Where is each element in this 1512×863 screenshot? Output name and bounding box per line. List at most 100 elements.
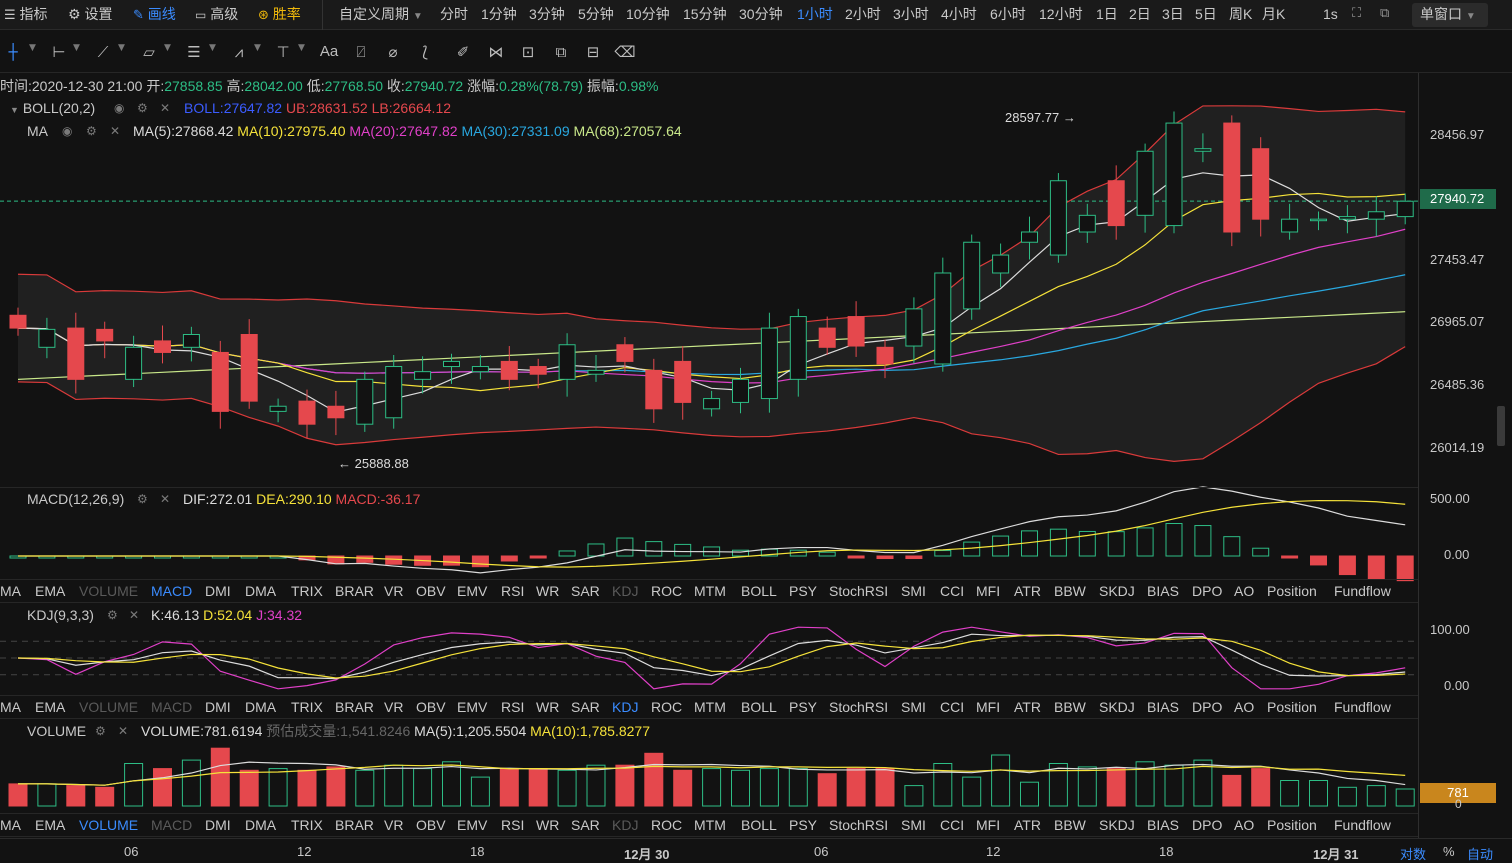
close-icon[interactable]: ✕	[118, 724, 129, 738]
indicator-tab-macd[interactable]: MACD	[151, 583, 193, 599]
panel-resize-handle[interactable]	[1497, 406, 1505, 446]
indicator-tab-dmi[interactable]: DMI	[205, 583, 231, 599]
indicator-tab-dpo[interactable]: DPO	[1192, 817, 1223, 833]
indicator-tab-trix[interactable]: TRIX	[291, 699, 323, 715]
eye-icon[interactable]: ◉	[62, 124, 73, 138]
settings-button[interactable]: ⚙ 设置	[68, 0, 122, 30]
period-15[interactable]: 2日	[1129, 6, 1151, 22]
indicator-tab-wr[interactable]: WR	[536, 817, 560, 833]
indicator-tab-ao[interactable]: AO	[1234, 817, 1255, 833]
window-mode-dropdown[interactable]: 单窗口 ▼	[1412, 3, 1488, 27]
indicator-tab-sar[interactable]: SAR	[571, 699, 600, 715]
indicator-tab-macd[interactable]: MACD	[151, 817, 193, 833]
indicator-tab-fundflow[interactable]: Fundflow	[1334, 817, 1391, 833]
magnet-pencil-icon[interactable]: ✐	[456, 43, 470, 61]
indicator-tab-ma[interactable]: MA	[0, 583, 21, 599]
custom-period-dropdown[interactable]: 自定义周期 ▼	[339, 0, 434, 30]
indicator-tab-smi[interactable]: SMI	[901, 583, 926, 599]
period-10[interactable]: 3小时	[893, 6, 929, 22]
indicator-tab-ma[interactable]: MA	[0, 817, 21, 833]
indicator-tab-mfi[interactable]: MFI	[976, 817, 1001, 833]
indicator-tab-rsi[interactable]: RSI	[501, 583, 525, 599]
indicator-tab-volume[interactable]: VOLUME	[79, 583, 139, 599]
copy-icon[interactable]: ⧉	[555, 43, 567, 61]
indicator-tab-dpo[interactable]: DPO	[1192, 583, 1223, 599]
period-7[interactable]: 30分钟	[739, 6, 783, 22]
trend-line-icon[interactable]: ⟋	[97, 43, 109, 61]
close-icon[interactable]: ✕	[160, 492, 171, 506]
indicator-tab-mfi[interactable]: MFI	[976, 699, 1001, 715]
log-scale-toggle[interactable]: 对数	[1400, 847, 1427, 862]
gear-icon[interactable]: ⚙	[86, 124, 97, 138]
indicator-tab-bbw[interactable]: BBW	[1054, 583, 1086, 599]
indicator-tab-ema[interactable]: EMA	[35, 583, 66, 599]
ruler-icon[interactable]: ⟅	[422, 43, 428, 61]
indicator-tab-boll[interactable]: BOLL	[741, 583, 777, 599]
indicator-tab-kdj[interactable]: KDJ	[612, 699, 639, 715]
indicator-tab-psy[interactable]: PSY	[789, 817, 818, 833]
refresh-interval[interactable]: 1s	[1323, 6, 1338, 22]
period-2[interactable]: 1分钟	[481, 6, 517, 22]
indicator-tab-dma[interactable]: DMA	[245, 583, 277, 599]
indicator-tab-rsi[interactable]: RSI	[501, 699, 525, 715]
brush-icon[interactable]: ⍁	[356, 43, 366, 61]
indicator-tab-skdj[interactable]: SKDJ	[1099, 817, 1135, 833]
close-icon[interactable]: ✕	[129, 608, 140, 622]
indicator-tab-vr[interactable]: VR	[384, 699, 404, 715]
fullscreen-icon[interactable]: ⛶	[1352, 6, 1362, 21]
draw-button[interactable]: ✎ 画线	[133, 0, 185, 30]
indicator-tab-skdj[interactable]: SKDJ	[1099, 699, 1135, 715]
close-icon[interactable]: ✕	[110, 124, 121, 138]
indicator-tab-sar[interactable]: SAR	[571, 817, 600, 833]
period-19[interactable]: 月K	[1262, 6, 1286, 22]
indicator-tab-obv[interactable]: OBV	[416, 699, 446, 715]
indicator-tab-emv[interactable]: EMV	[457, 583, 488, 599]
pattern-icon[interactable]: ⋈	[488, 43, 504, 61]
indicator-tab-emv[interactable]: EMV	[457, 699, 488, 715]
indicator-tab-wr[interactable]: WR	[536, 583, 560, 599]
period-11[interactable]: 4小时	[941, 6, 977, 22]
indicator-tab-fundflow[interactable]: Fundflow	[1334, 583, 1391, 599]
indicator-tab-obv[interactable]: OBV	[416, 583, 446, 599]
indicator-tab-ema[interactable]: EMA	[35, 817, 66, 833]
indicator-tab-smi[interactable]: SMI	[901, 817, 926, 833]
period-4[interactable]: 5分钟	[578, 6, 614, 22]
indicator-tab-psy[interactable]: PSY	[789, 583, 818, 599]
indicator-tab-mtm[interactable]: MTM	[694, 583, 726, 599]
wave-pattern-icon[interactable]: ⩘	[234, 43, 244, 61]
indicator-tab-cci[interactable]: CCI	[940, 583, 965, 599]
caret-icon[interactable]: ▼	[254, 43, 261, 53]
eraser-icon[interactable]: ⌀	[388, 43, 398, 61]
parallel-channel-icon[interactable]: ☰	[187, 43, 201, 61]
indicator-tab-mtm[interactable]: MTM	[694, 817, 726, 833]
period-12[interactable]: 6小时	[990, 6, 1026, 22]
gear-icon[interactable]: ⚙	[137, 101, 148, 115]
indicator-tab-ema[interactable]: EMA	[35, 699, 66, 715]
lock-icon[interactable]: ⊡	[521, 43, 535, 61]
indicator-tab-boll[interactable]: BOLL	[741, 817, 777, 833]
popout-icon[interactable]: ⧉	[1380, 6, 1390, 21]
indicator-tab-stochrsi[interactable]: StochRSI	[829, 583, 889, 599]
indicator-tab-dma[interactable]: DMA	[245, 699, 277, 715]
indicator-tab-vr[interactable]: VR	[384, 817, 404, 833]
indicator-tab-bbw[interactable]: BBW	[1054, 817, 1086, 833]
period-8[interactable]: 1小时	[797, 6, 833, 22]
indicator-tab-bbw[interactable]: BBW	[1054, 699, 1086, 715]
indicator-tab-trix[interactable]: TRIX	[291, 817, 323, 833]
indicator-tab-roc[interactable]: ROC	[651, 699, 683, 715]
indicator-tab-position[interactable]: Position	[1267, 699, 1317, 715]
advanced-button[interactable]: ▭ 高级	[195, 0, 247, 30]
period-3[interactable]: 3分钟	[529, 6, 565, 22]
indicator-tab-position[interactable]: Position	[1267, 817, 1317, 833]
indicator-tab-dpo[interactable]: DPO	[1192, 699, 1223, 715]
measure-icon[interactable]: ⊤	[276, 43, 290, 61]
collapse-icon[interactable]: ▼	[10, 105, 19, 115]
indicator-tab-psy[interactable]: PSY	[789, 699, 818, 715]
trash-icon[interactable]: ⌫	[614, 43, 636, 61]
text-tool-icon[interactable]: Aa	[319, 43, 339, 60]
indicator-tab-ao[interactable]: AO	[1234, 583, 1255, 599]
indicator-tab-atr[interactable]: ATR	[1014, 699, 1041, 715]
indicator-tab-atr[interactable]: ATR	[1014, 817, 1041, 833]
indicator-tab-cci[interactable]: CCI	[940, 699, 965, 715]
